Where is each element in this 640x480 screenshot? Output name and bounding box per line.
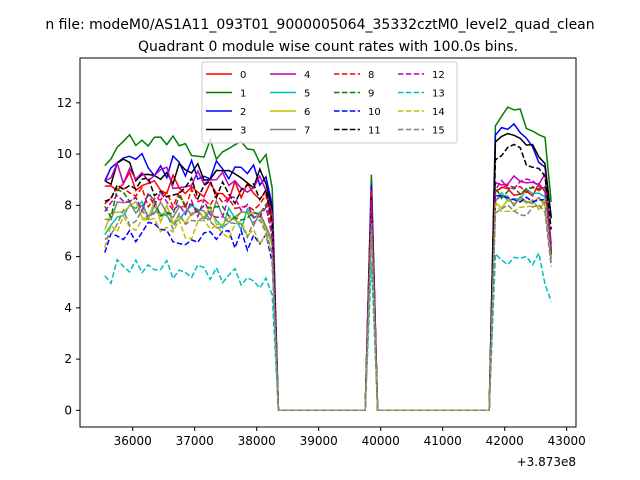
legend-frame — [201, 61, 458, 144]
figure-suptitle: n file: modeM0/AS1A11_093T01_9000005064_… — [45, 17, 594, 33]
y-tick-label: 8 — [64, 198, 72, 212]
series-line-13 — [104, 250, 552, 412]
x-tick-label: 38000 — [238, 434, 276, 448]
legend-label: 2 — [240, 107, 246, 118]
y-tick-label: 10 — [57, 147, 72, 161]
x-axis: 36000 37000 38000 39000 40000 41000 42000 43000 — [114, 427, 586, 448]
series-line-10 — [104, 194, 552, 412]
x-tick-label: 43000 — [548, 434, 586, 448]
legend-label: 11 — [368, 126, 381, 137]
series-line-15 — [104, 203, 552, 412]
legend-label: 5 — [304, 89, 310, 100]
axes-frame — [79, 57, 577, 428]
y-tick-label: 0 — [64, 403, 72, 417]
legend-label: 4 — [304, 70, 310, 81]
legend-label: 10 — [368, 107, 381, 118]
series-line-2 — [104, 122, 552, 412]
legend-label: 14 — [432, 107, 445, 118]
series-line-14 — [104, 197, 552, 412]
x-tick-label: 40000 — [362, 434, 400, 448]
legend-label: 7 — [304, 126, 310, 137]
series-line-3 — [104, 132, 552, 412]
series-line-4 — [104, 160, 552, 412]
series-lines — [104, 106, 552, 412]
x-tick-label: 36000 — [114, 434, 152, 448]
y-tick-label: 2 — [64, 352, 72, 366]
chart-title: Quadrant 0 module wise count rates with … — [138, 39, 518, 55]
legend-label: 13 — [432, 89, 445, 100]
y-tick-label: 12 — [57, 96, 72, 110]
x-tick-label: 39000 — [300, 434, 338, 448]
y-tick-label: 6 — [64, 250, 72, 264]
legend-label: 15 — [432, 126, 445, 137]
legend-label: 0 — [240, 70, 246, 81]
x-tick-label: 42000 — [486, 434, 524, 448]
legend-label: 1 — [240, 89, 246, 100]
x-offset-label: +3.873e8 — [517, 455, 576, 469]
legend-label: 9 — [368, 89, 374, 100]
y-axis: 0 2 4 6 8 10 12 — [57, 96, 80, 417]
x-tick-label: 41000 — [424, 434, 462, 448]
series-line-5 — [104, 188, 552, 412]
legend-label: 12 — [432, 70, 445, 81]
legend-label: 6 — [304, 107, 310, 118]
plot-area — [79, 57, 577, 428]
x-tick-label: 37000 — [176, 434, 214, 448]
legend-label: 3 — [240, 126, 246, 137]
y-tick-label: 4 — [64, 301, 72, 315]
series-line-1 — [104, 106, 552, 412]
legend-label: 8 — [368, 70, 374, 81]
